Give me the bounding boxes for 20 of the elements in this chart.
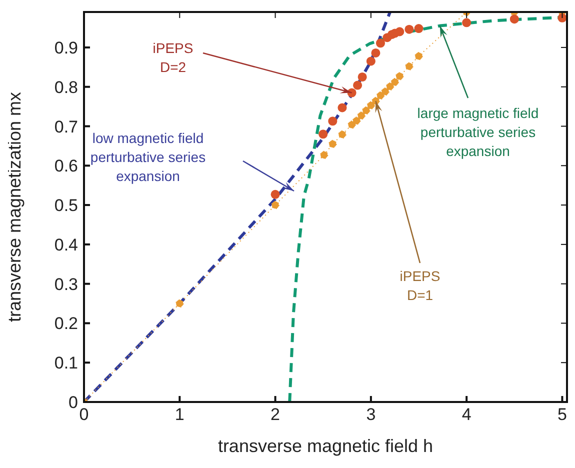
y-tick-label: 0.5 <box>54 196 78 216</box>
x-tick-label: 5 <box>557 405 567 424</box>
x-tick-label: 1 <box>174 405 184 424</box>
x-tick-label: 2 <box>270 405 280 424</box>
y-tick-label: 0.9 <box>54 38 78 58</box>
annotation: iPEPS D=2 <box>152 40 194 75</box>
y-tick-label: 0.4 <box>54 235 78 254</box>
y-tick-label: 0.7 <box>54 117 78 136</box>
y-tick-label: 0.6 <box>54 156 78 176</box>
x-tick-label: 4 <box>462 405 472 424</box>
y-tick-label: 0.1 <box>54 354 78 373</box>
x-tick-label: 3 <box>366 405 376 424</box>
y-tick-label: 0.8 <box>54 78 78 97</box>
annotation: low magnetic field perturbative series expansion <box>90 130 206 184</box>
y-tick-label: 0.2 <box>54 314 78 334</box>
y-tick-label: 0.3 <box>54 274 78 294</box>
annotation: iPEPS D=1 <box>400 268 440 303</box>
annotation: large magnetic field perturbative series expansion <box>417 105 539 159</box>
y-tick-label: 0 <box>68 393 78 412</box>
x-axis-title: transverse magnetic field h <box>218 436 434 456</box>
